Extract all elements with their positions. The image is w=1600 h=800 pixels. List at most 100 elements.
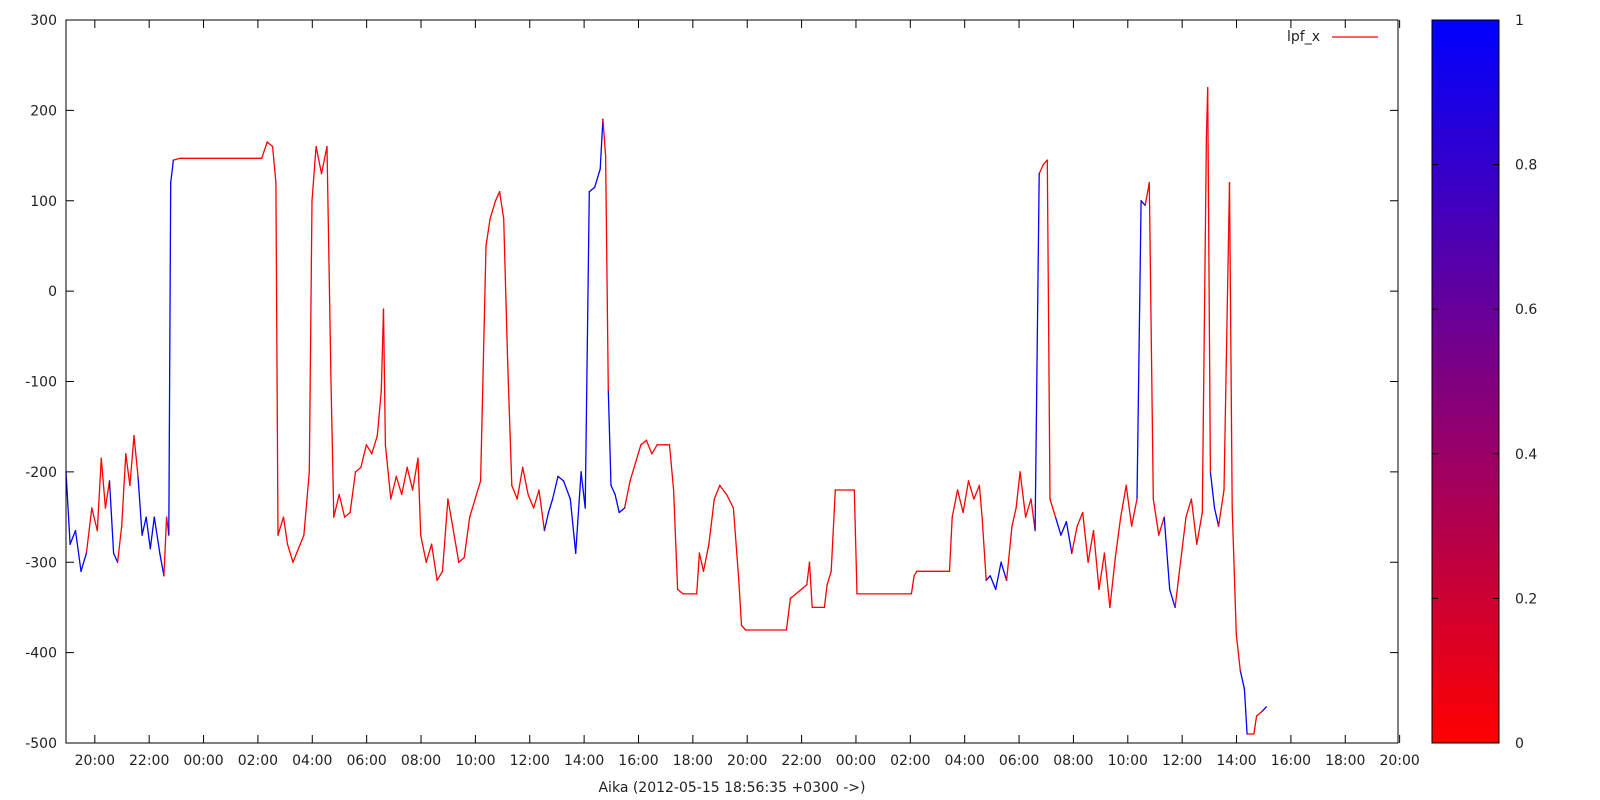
series-segment [74, 529, 82, 572]
data-point [1174, 606, 1176, 609]
data-point [738, 579, 740, 581]
series-segment [910, 575, 915, 595]
series-segment [108, 480, 115, 554]
series-segment [532, 489, 540, 509]
series-segment [1042, 159, 1048, 166]
data-point [286, 543, 289, 545]
data-point [1231, 507, 1233, 509]
data-point [682, 593, 684, 595]
colorbar-tick-label: 0 [1515, 736, 1524, 752]
data-point [113, 552, 115, 554]
data-point [1034, 530, 1036, 532]
x-tick-label: 20:00 [1379, 753, 1419, 769]
series-segment [547, 498, 554, 514]
x-tick-label: 06:00 [346, 753, 386, 769]
x-tick-label: 10:00 [1108, 753, 1148, 769]
data-point [726, 493, 728, 496]
data-point [308, 471, 310, 473]
series-segment [282, 516, 289, 545]
data-point [420, 534, 422, 536]
series-segment [406, 466, 414, 491]
series-segment [853, 489, 858, 595]
data-point [507, 362, 509, 364]
series-segment [330, 380, 335, 518]
data-point [344, 516, 346, 518]
series-segment [125, 453, 131, 487]
series-segment [417, 457, 422, 536]
series-segment [823, 584, 828, 609]
data-point [494, 200, 497, 202]
series-segment [458, 557, 465, 563]
series-segment [1011, 507, 1017, 527]
data-point [382, 308, 385, 310]
data-point [145, 516, 147, 518]
series-segment [474, 480, 482, 500]
series-segment [271, 145, 277, 184]
data-point [1114, 557, 1116, 559]
data-point [823, 606, 826, 609]
data-point [789, 597, 792, 600]
series-segment [1046, 159, 1051, 500]
series-segment [447, 498, 455, 532]
series-segment [569, 498, 577, 554]
data-point [1042, 164, 1044, 166]
data-point [1209, 471, 1211, 473]
data-point [557, 475, 559, 477]
y-tick-label: -400 [25, 646, 57, 662]
data-point [967, 480, 970, 482]
data-point [1152, 498, 1154, 500]
data-point [651, 453, 653, 455]
series-segment [713, 484, 721, 500]
data-point [1087, 561, 1089, 563]
data-point [303, 534, 305, 536]
series-segment [543, 511, 550, 532]
series-segment [562, 480, 571, 500]
series-segment [1065, 520, 1073, 554]
series-segment [708, 498, 715, 545]
data-point [853, 489, 855, 491]
series-segment [1169, 588, 1176, 609]
data-point [594, 186, 596, 188]
series-segment [634, 444, 642, 464]
data-point [349, 511, 351, 514]
series-segment [956, 489, 964, 514]
data-point [1253, 733, 1255, 735]
data-point [962, 511, 964, 514]
data-point [417, 457, 419, 459]
series-segment [1201, 136, 1208, 514]
series-segment [170, 159, 175, 184]
series-segment [1114, 516, 1122, 559]
data-point [384, 444, 386, 446]
x-tick-label: 18:00 [1325, 753, 1365, 769]
colorbar-rect [1431, 19, 1500, 744]
data-point [1163, 516, 1165, 518]
series-segment [297, 534, 305, 550]
data-point [412, 489, 414, 491]
series-segment [516, 466, 524, 500]
series-segment [159, 552, 165, 577]
series-segment [376, 389, 382, 437]
data-point [1223, 489, 1225, 491]
series-segment [436, 570, 444, 581]
data-point [1000, 561, 1002, 563]
series-segment [333, 493, 340, 518]
series-segment [599, 118, 604, 170]
series-segment [145, 516, 151, 550]
data-point [117, 561, 119, 563]
colorbar-tick-label: 0.6 [1515, 302, 1537, 318]
series-segment [1060, 520, 1068, 536]
x-tick-label: 22:00 [129, 753, 169, 769]
series-segment [494, 191, 501, 202]
data-point [104, 507, 106, 509]
series-segment [1071, 525, 1078, 554]
series-segment [1231, 507, 1237, 636]
data-point [1082, 511, 1084, 514]
data-point [1256, 715, 1258, 717]
x-tick-label: 22:00 [781, 753, 821, 769]
data-point [511, 484, 513, 486]
data-point [806, 584, 808, 586]
series-segment [640, 439, 648, 446]
series-segment [69, 529, 77, 545]
data-point [1228, 182, 1231, 184]
series-segment [371, 435, 378, 455]
